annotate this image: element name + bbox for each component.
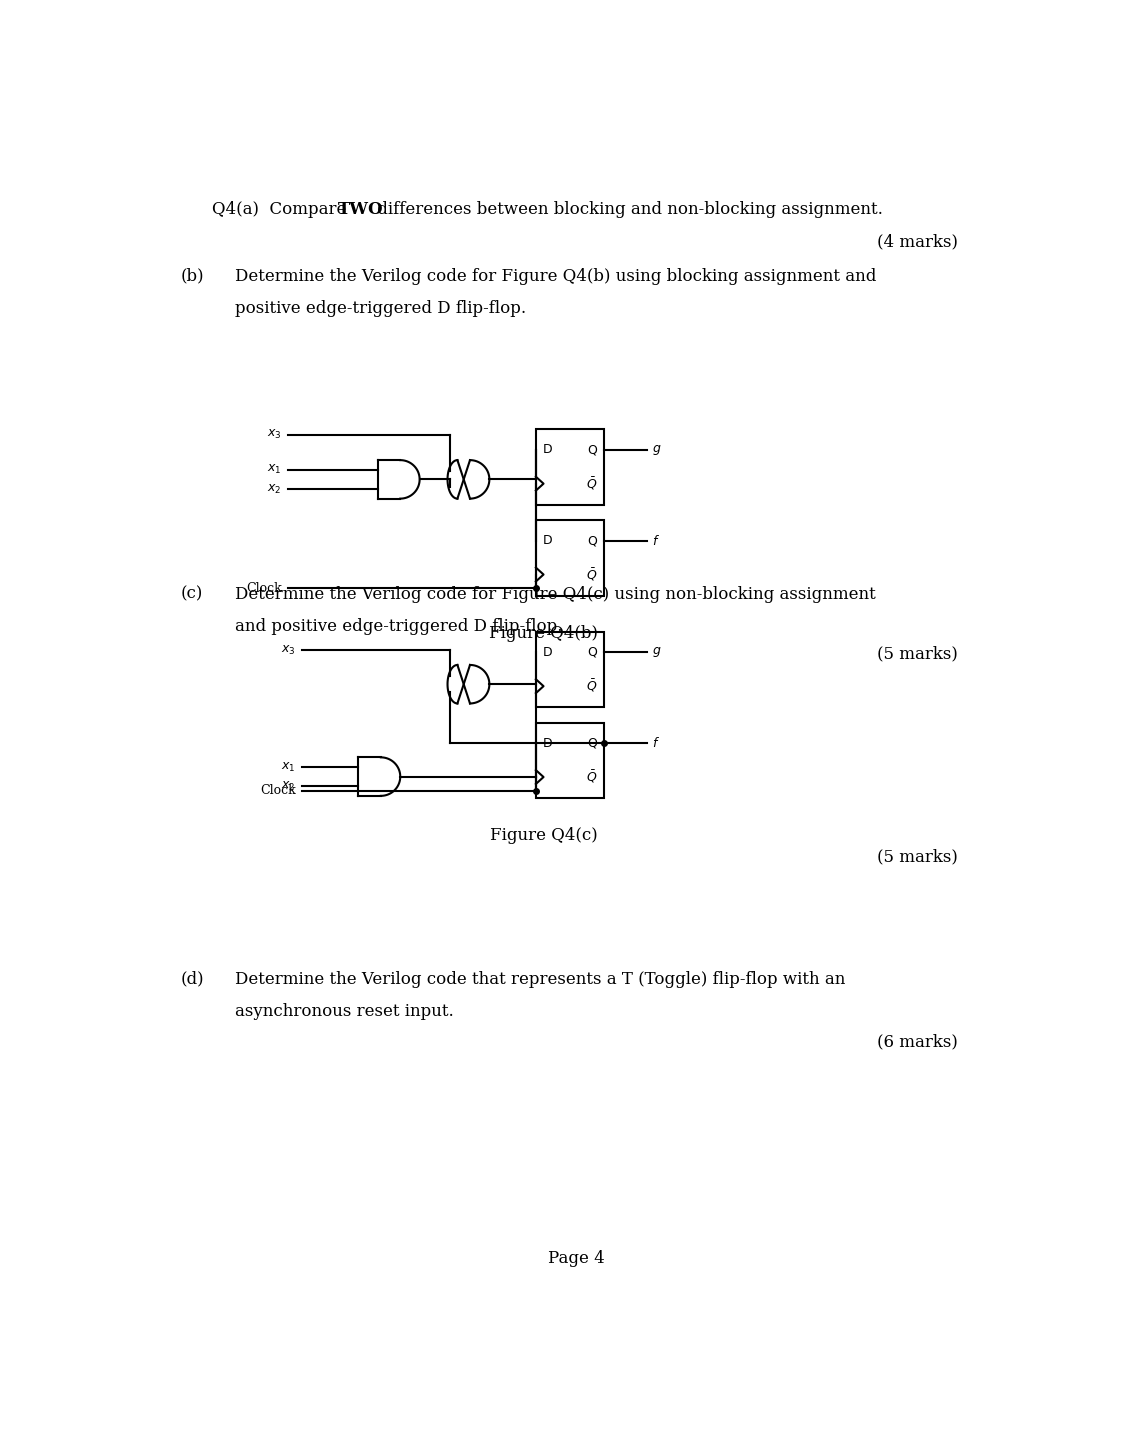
Text: Q: Q bbox=[587, 646, 597, 659]
Text: (5 marks): (5 marks) bbox=[878, 849, 958, 865]
Text: (d): (d) bbox=[181, 971, 205, 987]
Text: TWO: TWO bbox=[338, 200, 384, 218]
Text: $f$: $f$ bbox=[652, 736, 660, 751]
Text: Figure Q4(b): Figure Q4(b) bbox=[489, 625, 598, 641]
Text: $\bar{Q}$: $\bar{Q}$ bbox=[586, 566, 597, 582]
Text: $\bar{Q}$: $\bar{Q}$ bbox=[586, 677, 597, 695]
Text: Figure Q4(c): Figure Q4(c) bbox=[489, 827, 597, 844]
Text: asynchronous reset input.: asynchronous reset input. bbox=[235, 1003, 453, 1020]
Text: $x_2$: $x_2$ bbox=[268, 483, 281, 496]
Text: $x_1$: $x_1$ bbox=[268, 463, 281, 477]
Text: Determine the Verilog code for Figure Q4(b) using blocking assignment and: Determine the Verilog code for Figure Q4… bbox=[235, 268, 876, 285]
Text: $g$: $g$ bbox=[652, 646, 662, 659]
Text: $x_2$: $x_2$ bbox=[281, 780, 296, 793]
Text: $x_3$: $x_3$ bbox=[267, 428, 281, 441]
Text: and positive edge-triggered D flip-flop.: and positive edge-triggered D flip-flop. bbox=[235, 618, 562, 635]
Text: Determine the Verilog code that represents a T (Toggle) flip-flop with an: Determine the Verilog code that represen… bbox=[235, 971, 846, 987]
Bar bbox=[536, 631, 604, 708]
Text: D: D bbox=[543, 535, 552, 548]
Text: Q: Q bbox=[587, 444, 597, 457]
Bar bbox=[536, 723, 604, 798]
Text: Clock: Clock bbox=[260, 784, 296, 797]
Text: (4 marks): (4 marks) bbox=[878, 233, 958, 249]
Bar bbox=[536, 429, 604, 504]
Text: (6 marks): (6 marks) bbox=[878, 1033, 958, 1050]
Text: Determine the Verilog code for Figure Q4(c) using non-blocking assignment: Determine the Verilog code for Figure Q4… bbox=[235, 585, 876, 602]
Bar bbox=[536, 520, 604, 595]
Text: Clock: Clock bbox=[246, 582, 281, 595]
Text: D: D bbox=[543, 646, 552, 659]
Text: $x_3$: $x_3$ bbox=[281, 644, 296, 657]
Text: $f$: $f$ bbox=[652, 533, 660, 548]
Text: $g$: $g$ bbox=[652, 442, 662, 457]
Text: D: D bbox=[543, 444, 552, 457]
Text: Q: Q bbox=[587, 535, 597, 548]
Text: D: D bbox=[543, 736, 552, 749]
Text: $\bar{Q}$: $\bar{Q}$ bbox=[586, 768, 597, 785]
Text: Q4(a)  Compare: Q4(a) Compare bbox=[212, 200, 351, 218]
Text: differences between blocking and non-blocking assignment.: differences between blocking and non-blo… bbox=[371, 200, 882, 218]
Text: positive edge-triggered D flip-flop.: positive edge-triggered D flip-flop. bbox=[235, 300, 526, 317]
Text: (b): (b) bbox=[181, 268, 205, 285]
Text: (5 marks): (5 marks) bbox=[878, 646, 958, 663]
Text: Page 4: Page 4 bbox=[548, 1251, 604, 1267]
Text: $x_1$: $x_1$ bbox=[281, 761, 296, 774]
Text: (c): (c) bbox=[181, 585, 204, 602]
Text: $\bar{Q}$: $\bar{Q}$ bbox=[586, 476, 597, 491]
Text: Q: Q bbox=[587, 736, 597, 749]
